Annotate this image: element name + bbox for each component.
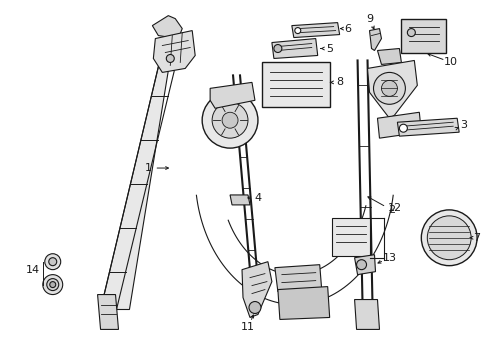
Polygon shape — [98, 294, 119, 329]
Circle shape — [427, 216, 471, 260]
Polygon shape — [377, 112, 421, 138]
Text: 14: 14 — [26, 265, 40, 275]
Text: 9: 9 — [366, 14, 373, 24]
Text: 1: 1 — [145, 163, 152, 173]
Bar — [401, 19, 446, 54]
Circle shape — [47, 279, 59, 291]
Circle shape — [249, 302, 261, 314]
Circle shape — [43, 275, 63, 294]
Circle shape — [166, 54, 174, 62]
Bar — [262, 62, 330, 107]
Polygon shape — [100, 58, 171, 310]
Circle shape — [212, 102, 248, 138]
Text: 12: 12 — [388, 203, 401, 213]
Circle shape — [373, 72, 405, 104]
Bar — [332, 218, 369, 256]
Text: 7: 7 — [473, 233, 481, 243]
Circle shape — [421, 210, 477, 266]
Polygon shape — [278, 287, 330, 319]
Polygon shape — [377, 49, 401, 64]
Polygon shape — [242, 262, 272, 318]
Text: 13: 13 — [382, 253, 396, 263]
Text: 2: 2 — [388, 205, 395, 215]
Polygon shape — [355, 300, 379, 329]
Text: 3: 3 — [461, 120, 467, 130]
Polygon shape — [153, 31, 195, 72]
Polygon shape — [369, 28, 382, 50]
Circle shape — [382, 80, 397, 96]
Circle shape — [202, 92, 258, 148]
Text: 6: 6 — [344, 24, 351, 33]
Polygon shape — [210, 82, 255, 108]
Circle shape — [274, 45, 282, 53]
Circle shape — [222, 112, 238, 128]
Polygon shape — [292, 23, 340, 37]
Polygon shape — [397, 118, 459, 136]
Polygon shape — [355, 255, 375, 275]
Text: 10: 10 — [444, 58, 458, 67]
Circle shape — [399, 124, 407, 132]
Circle shape — [295, 28, 301, 33]
Circle shape — [49, 258, 57, 266]
Text: 8: 8 — [336, 77, 343, 87]
Circle shape — [45, 254, 61, 270]
Polygon shape — [230, 195, 250, 205]
Circle shape — [50, 282, 56, 288]
Text: 4: 4 — [254, 193, 262, 203]
Text: 5: 5 — [326, 44, 333, 54]
Polygon shape — [152, 15, 182, 39]
Text: 11: 11 — [241, 323, 255, 332]
Circle shape — [357, 260, 367, 270]
Polygon shape — [275, 265, 322, 292]
Polygon shape — [272, 39, 318, 58]
Polygon shape — [368, 60, 417, 118]
Circle shape — [407, 28, 416, 37]
